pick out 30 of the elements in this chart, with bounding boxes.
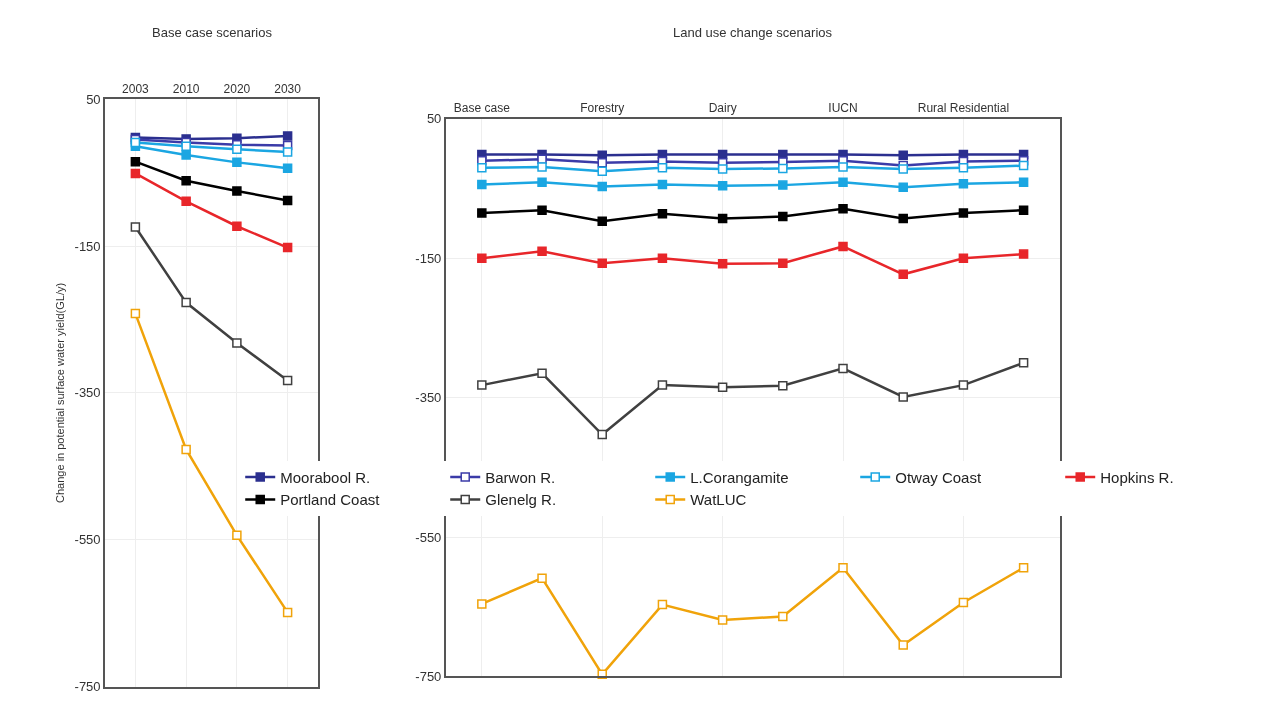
y-tick-label: -150: [415, 250, 442, 266]
y-tick-label: -350: [74, 385, 101, 401]
y-tick-label: -750: [74, 679, 101, 695]
legend-label: Glenelg R.: [485, 491, 557, 509]
chart-title: Land use change scenarios: [673, 25, 833, 40]
y-axis-title: Change in potential surface water yield(GL/y): [53, 282, 66, 503]
y-tick-label: -550: [74, 532, 101, 548]
legend-label: WatLUC: [690, 491, 747, 509]
legend-label: Hopkins R.: [1100, 468, 1174, 486]
y-tick-label: -550: [415, 529, 442, 545]
legend-label: Moorabool R.: [280, 468, 371, 486]
y-tick-label: 50: [86, 91, 101, 107]
legend-label: Portland Coast: [280, 491, 381, 509]
x-tick-label: Rural Residential: [917, 101, 1010, 116]
legend-label: L.Corangamite: [690, 468, 789, 486]
x-tick-label: Base case: [453, 101, 511, 116]
y-tick-label: -750: [415, 668, 442, 684]
x-tick-label: IUCN: [828, 101, 858, 116]
legend-label: Otway Coast: [895, 468, 982, 486]
legend-label: Barwon R.: [485, 468, 556, 486]
x-tick-label: 2020: [223, 81, 251, 96]
y-tick-label: -150: [74, 238, 101, 254]
x-tick-label: Forestry: [580, 101, 625, 116]
y-tick-label: 50: [426, 111, 442, 127]
chart-title: Base case scenarios: [152, 25, 273, 40]
x-tick-label: 2030: [274, 81, 302, 96]
x-tick-label: Dairy: [708, 101, 737, 116]
x-tick-label: 2010: [172, 81, 200, 96]
x-tick-label: 2003: [122, 81, 150, 96]
y-tick-label: -350: [415, 390, 442, 406]
